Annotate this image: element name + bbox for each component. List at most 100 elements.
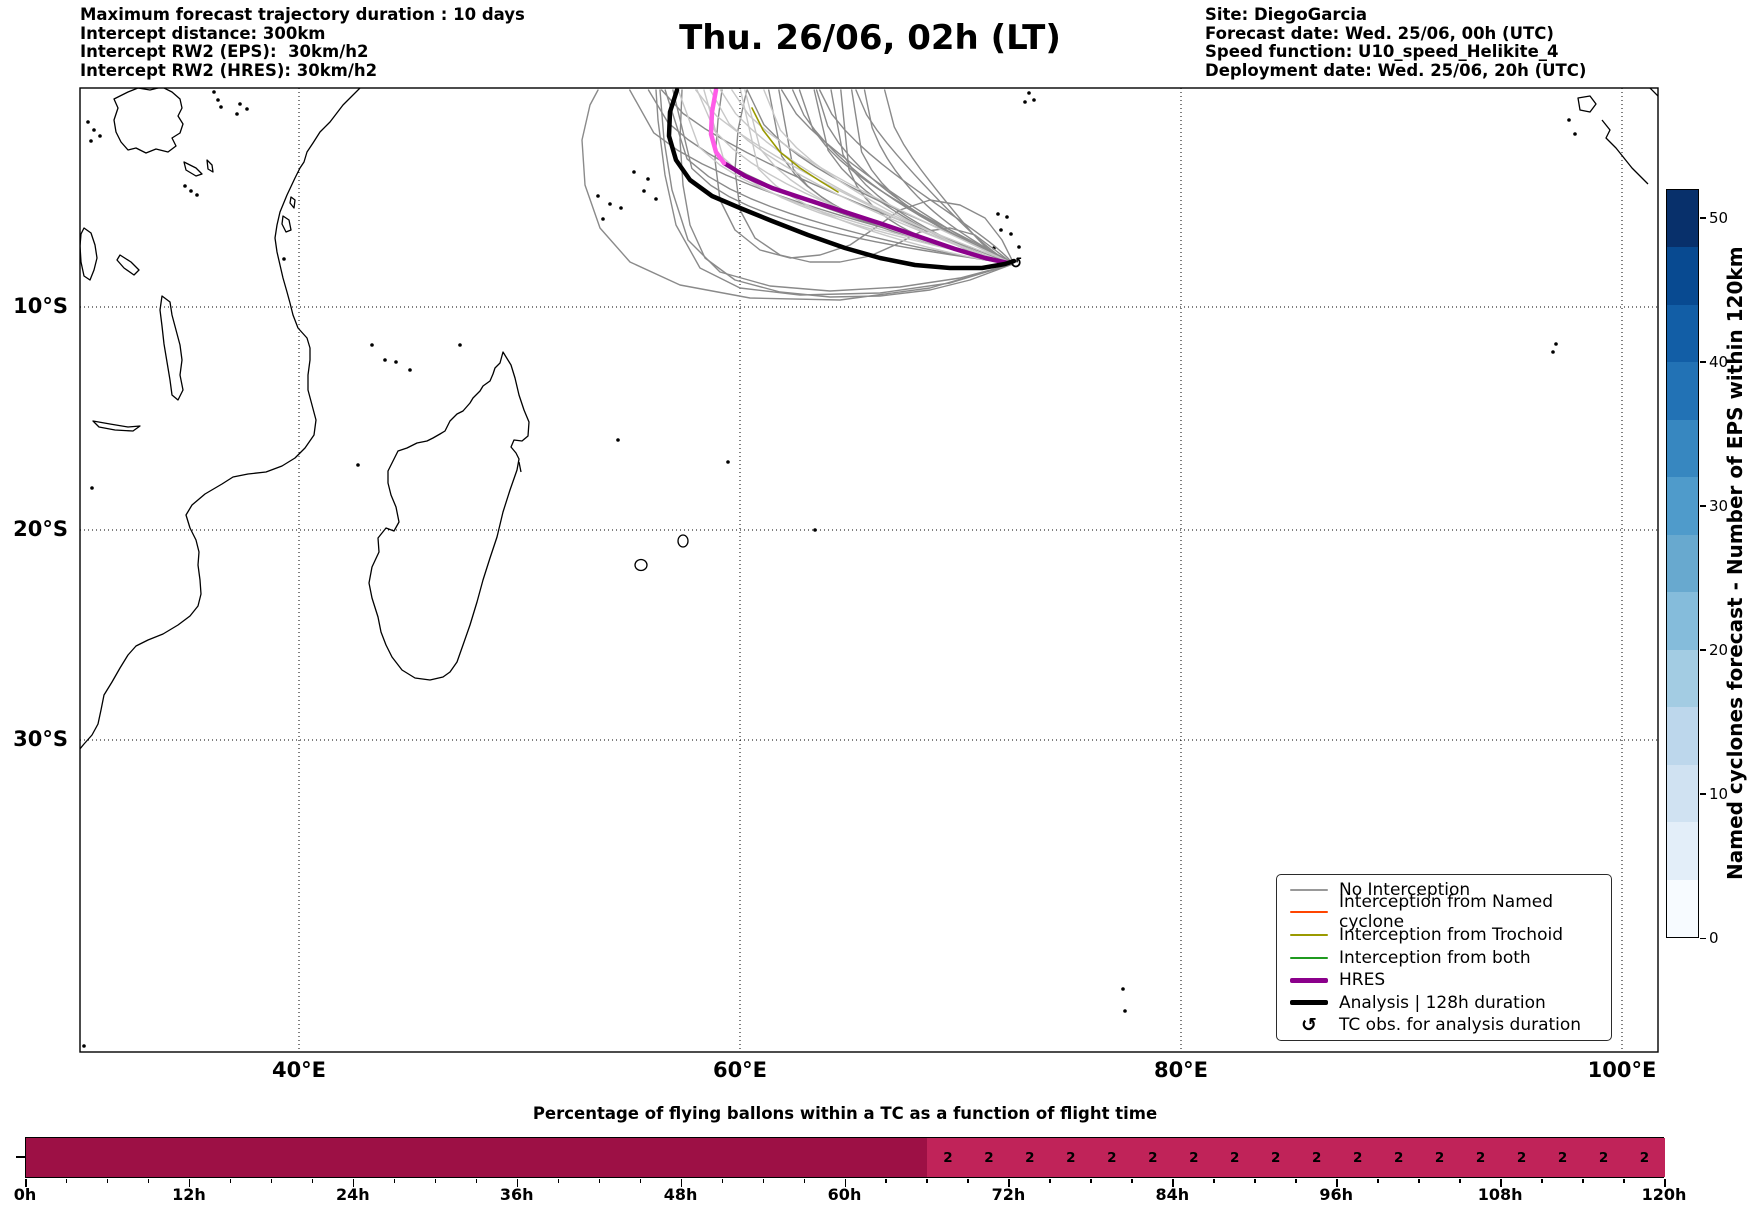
sumatra-coastline [1601, 119, 1649, 185]
legend-item: Interception from Named cyclone [1277, 892, 1611, 932]
strip-chart-y-tick [16, 1156, 25, 1158]
strip-segment-light [927, 1138, 1665, 1177]
lake-tanganyika [80, 227, 98, 281]
header-right-line-4: Deployment date: Wed. 25/06, 20h (UTC) [1205, 60, 1587, 80]
header-right-line-2: Forecast date: Wed. 25/06, 00h (UTC) [1205, 23, 1554, 43]
lake-eyasi [183, 161, 203, 177]
legend-line-icon [1290, 933, 1328, 936]
eps-member-track [679, 89, 1014, 298]
strip-annotation: 2 [1066, 1150, 1076, 1166]
island-dot [813, 528, 817, 532]
strip-axis-tick [639, 1179, 642, 1183]
small-islands [82, 90, 1577, 1048]
header-left-line-2: Intercept distance: 300km [80, 23, 326, 43]
legend-item: HRES [1277, 969, 1611, 991]
island-dot [601, 217, 605, 221]
strip-annotation: 2 [1107, 1150, 1117, 1166]
legend-item: ↺ TC obs. for analysis duration [1277, 1014, 1611, 1036]
colorbar-tick-label: 10 [1709, 784, 1729, 803]
strip-axis-tick [1295, 1179, 1297, 1183]
island-dot [394, 360, 398, 364]
legend-line-icon [1290, 956, 1328, 959]
island-dot [189, 189, 193, 193]
island-dot [86, 120, 90, 124]
island-dot [383, 358, 387, 362]
strip-axis-tick [270, 1179, 273, 1183]
island-dot [1573, 132, 1577, 136]
colorbar-segment [1667, 879, 1698, 938]
colorbar-tick [1700, 361, 1706, 363]
strip-axis-tick [1459, 1179, 1461, 1183]
colorbar-segment [1667, 764, 1698, 823]
strip-axis-tick [106, 1179, 109, 1183]
strip-axis-tick [1541, 1179, 1543, 1183]
strip-segment-dark [26, 1138, 928, 1177]
strip-axis-tick [393, 1179, 396, 1183]
strip-axis-tick [311, 1179, 314, 1183]
strip-axis-tick [680, 1179, 683, 1187]
strip-axis-tick [557, 1179, 560, 1183]
island-dot [1017, 245, 1021, 249]
strip-axis-tick [352, 1179, 355, 1187]
island-dot [1009, 232, 1013, 236]
island-dot [238, 102, 242, 106]
lake-victoria [113, 88, 184, 154]
strip-axis-tick [1131, 1179, 1133, 1183]
colorbar-segment [1667, 419, 1698, 478]
eps-member-track [731, 89, 1014, 265]
colorbar-segment [1667, 304, 1698, 363]
strip-axis-tick [1254, 1179, 1256, 1183]
island-dot [1554, 342, 1558, 346]
island-dot [408, 368, 412, 372]
legend-line-icon [1290, 888, 1328, 891]
eps-member-track [659, 89, 1014, 292]
map-y-tick-label: 10°S [13, 294, 68, 318]
lake-manyara [206, 159, 214, 173]
legend-item-label: Interception from both [1339, 947, 1531, 968]
strip-annotation: 2 [1025, 1150, 1035, 1166]
island-dot [726, 460, 730, 464]
island-dot [616, 438, 620, 442]
island-dot [219, 105, 223, 109]
legend-line-icon [1290, 911, 1328, 914]
island-dot [1567, 118, 1571, 122]
strip-axis-tick [885, 1179, 887, 1183]
strip-axis-tick [598, 1179, 601, 1183]
colorbar-segment [1667, 247, 1698, 305]
colorbar-segment [1667, 190, 1698, 248]
strip-axis-tick [1172, 1179, 1174, 1187]
strip-annotation: 2 [1352, 1150, 1363, 1166]
strip-axis-tick [844, 1179, 846, 1187]
strip-annotation: 2 [1516, 1150, 1527, 1166]
lake-rukwa [116, 254, 140, 276]
island-dot [1023, 100, 1027, 104]
map-gridlines [80, 88, 1658, 1052]
page-title: Thu. 26/06, 02h (LT) [679, 18, 1061, 58]
strip-axis-label: 48h [663, 1185, 698, 1204]
strip-axis-tick [147, 1179, 150, 1183]
africa-coastline [80, 88, 361, 750]
pemba-island [289, 196, 296, 209]
colorbar-tick [1700, 649, 1706, 651]
strip-axis-tick [188, 1179, 191, 1187]
strip-axis-tick [1500, 1179, 1502, 1187]
legend-item-label: Analysis | 128h duration [1339, 992, 1546, 1013]
strip-axis-label: 72h [991, 1185, 1026, 1204]
lake-kariba [92, 420, 141, 432]
island-dot [89, 139, 93, 143]
legend-line-sample [1290, 911, 1328, 914]
strip-chart-bar: 2 2 2 2 2 2 2 2 2 2 2 2 2 2 2 2 2 2 [25, 1137, 1665, 1178]
island-dot [1005, 215, 1009, 219]
legend-item: Interception from both [1277, 947, 1611, 969]
strip-axis-tick [1664, 1179, 1666, 1187]
island-dot [98, 134, 102, 138]
legend-item-label: Interception from Named cyclone [1339, 892, 1554, 933]
colorbar-tick-label: 20 [1709, 640, 1729, 659]
colorbar-segment [1667, 477, 1698, 535]
strip-axis-tick [475, 1179, 478, 1183]
legend-line-icon [1290, 977, 1328, 983]
strip-axis-tick [25, 1179, 27, 1187]
header-left-line-3: Intercept RW2 (EPS): 30km/h2 [80, 42, 369, 61]
strip-axis-tick [926, 1179, 928, 1183]
